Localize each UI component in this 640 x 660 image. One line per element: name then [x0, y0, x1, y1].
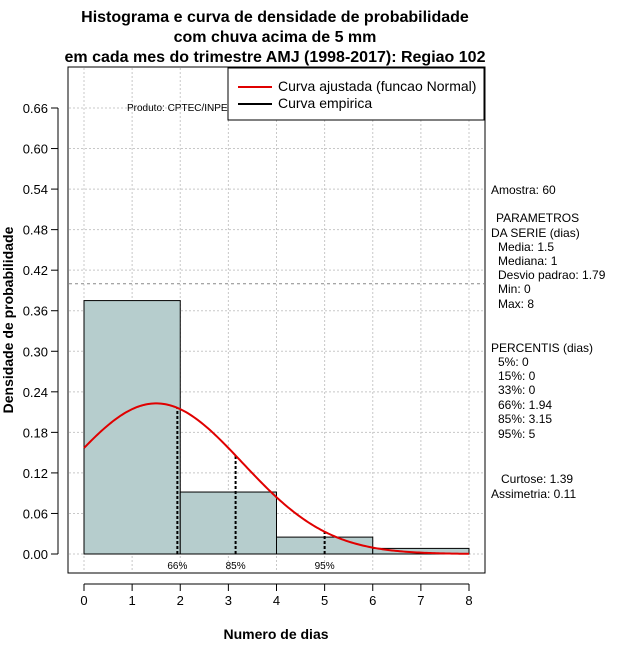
chart-title-line-2: com chuva acima de 5 mm: [174, 29, 377, 46]
plot-frame: [67, 66, 486, 574]
x-tick-label: 6: [369, 593, 376, 608]
y-tick-label: 0.00: [23, 547, 48, 562]
percentile-label-2: 95%: [315, 561, 335, 572]
stat-p95: 95%: 5: [498, 427, 536, 441]
stat-params-title-2: DA SERIE (dias): [491, 226, 580, 240]
x-tick-label: 0: [80, 593, 87, 608]
x-tick-label: 8: [465, 593, 472, 608]
x-tick-label: 1: [129, 593, 136, 608]
x-tick-label: 4: [273, 593, 280, 608]
y-tick-label: 0.60: [23, 142, 48, 157]
y-tick-label: 0.24: [23, 385, 48, 400]
y-axis-label: Densidade de probabilidade: [0, 226, 16, 413]
stat-mediana: Mediana: 1: [498, 254, 558, 268]
normal-curve-line: [83, 402, 470, 555]
stat-media: Media: 1.5: [498, 240, 554, 254]
stat-p5: 5%: 0: [498, 355, 529, 369]
y-tick-label: 0.66: [23, 101, 48, 116]
histogram-bar-1: [179, 491, 277, 555]
y-tick-label: 0.18: [23, 425, 48, 440]
x-tick-label: 2: [177, 593, 184, 608]
stat-p15: 15%: 0: [498, 369, 536, 383]
stat-assimetria: Assimetria: 0.11: [491, 487, 576, 501]
histogram-bar-3: [372, 547, 470, 555]
product-label: Produto: CPTEC/INPE: [127, 103, 228, 114]
stat-min: Min: 0: [498, 282, 531, 296]
y-tick-label: 0.06: [23, 506, 48, 521]
y-tick-label: 0.36: [23, 304, 48, 319]
x-tick-label: 5: [321, 593, 328, 608]
legend: Curva ajustada (funcao Normal) Curva emp…: [227, 67, 485, 121]
legend-box: [227, 67, 485, 121]
y-tick-label: 0.30: [23, 344, 48, 359]
stat-percentis-title: PERCENTIS (dias): [491, 341, 593, 355]
y-tick-label: 0.54: [23, 182, 48, 197]
y-tick-label: 0.48: [23, 223, 48, 238]
stats-panel: Amostra: 60 PARAMETROS DA SERIE (dias) M…: [491, 183, 606, 501]
x-tick-label: 3: [225, 593, 232, 608]
histogram-bar-0: [83, 300, 181, 555]
percentile-label-1: 85%: [226, 561, 246, 572]
chart-title-line-3: em cada mes do trimestre AMJ (1998-2017)…: [65, 49, 486, 66]
percentile-label-0: 66%: [167, 561, 187, 572]
stat-p33: 33%: 0: [498, 383, 536, 397]
y-tick-label: 0.12: [23, 466, 48, 481]
legend-label-empirical: Curva empirica: [278, 95, 372, 111]
x-axis-label: Numero de dias: [223, 626, 328, 642]
stat-desvio: Desvio padrao: 1.79: [498, 268, 606, 282]
stat-params-title-1: PARAMETROS: [496, 211, 579, 225]
stat-p85: 85%: 3.15: [498, 412, 552, 426]
stat-max: Max: 8: [498, 297, 534, 311]
chart-title-line-1: Histograma e curva de densidade de proba…: [81, 9, 469, 26]
stat-p66: 66%: 1.94: [498, 398, 552, 412]
y-tick-label: 0.42: [23, 263, 48, 278]
legend-label-normal: Curva ajustada (funcao Normal): [278, 78, 476, 94]
stat-curtose: Curtose: 1.39: [501, 472, 573, 486]
x-tick-label: 7: [417, 593, 424, 608]
stat-amostra: Amostra: 60: [491, 183, 556, 197]
